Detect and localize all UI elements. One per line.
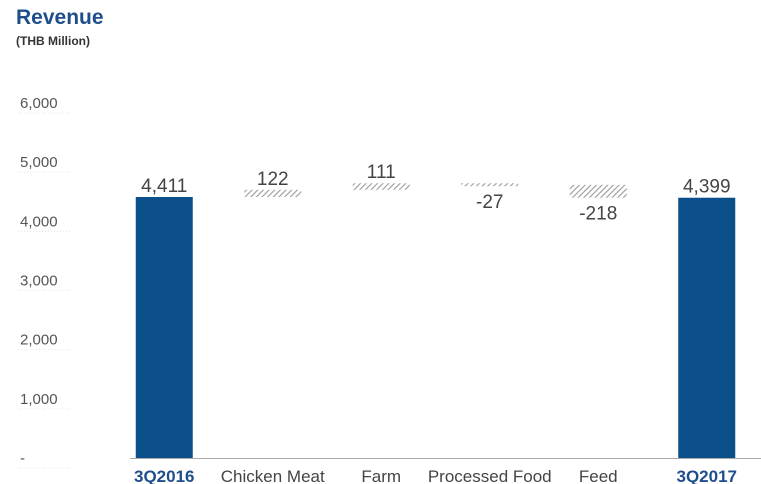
- x-axis: 3Q2016 Chicken Meat Farm Processed Food Feed…: [130, 458, 761, 484]
- y-axis: - 1,000 2,000 3,000 4,000 5,000 6,000: [18, 95, 72, 469]
- x-tick-label-4: Feed: [579, 467, 618, 484]
- x-tick-label-2: Farm: [361, 467, 401, 484]
- chart-subtitle: (THB Million): [16, 34, 90, 48]
- y-tick-label-6: 6,000: [20, 95, 58, 112]
- data-label-1: 122: [257, 169, 289, 190]
- x-tick-label-3: Processed Food: [428, 467, 552, 484]
- data-labels-group: 4,411 122 111 -27 -218 4,399: [141, 162, 730, 224]
- bar-0: [135, 197, 193, 458]
- bar-1: [244, 189, 302, 198]
- data-label-0: 4,411: [141, 176, 187, 197]
- bar-5: [678, 197, 736, 458]
- y-tick-label-3: 3,000: [20, 273, 58, 290]
- data-label-4: -218: [579, 204, 617, 225]
- data-label-5: 4,399: [683, 177, 731, 198]
- x-tick-label-5: 3Q2017: [677, 467, 738, 484]
- y-tick-label-5: 5,000: [20, 154, 58, 171]
- bar-3: [461, 183, 519, 187]
- bar-4: [569, 184, 627, 198]
- data-label-2: 111: [367, 162, 396, 183]
- bar-2: [352, 183, 410, 190]
- chart-title: Revenue: [16, 6, 104, 29]
- y-tick-label-0: -: [20, 450, 25, 467]
- x-tick-label-0: 3Q2016: [134, 467, 195, 484]
- bars-group: [135, 183, 736, 458]
- y-tick-label-2: 2,000: [20, 332, 58, 349]
- x-tick-label-1: Chicken Meat: [221, 467, 325, 484]
- y-tick-label-4: 4,000: [20, 213, 58, 230]
- y-tick-label-1: 1,000: [20, 391, 58, 408]
- data-label-3: -27: [476, 192, 503, 213]
